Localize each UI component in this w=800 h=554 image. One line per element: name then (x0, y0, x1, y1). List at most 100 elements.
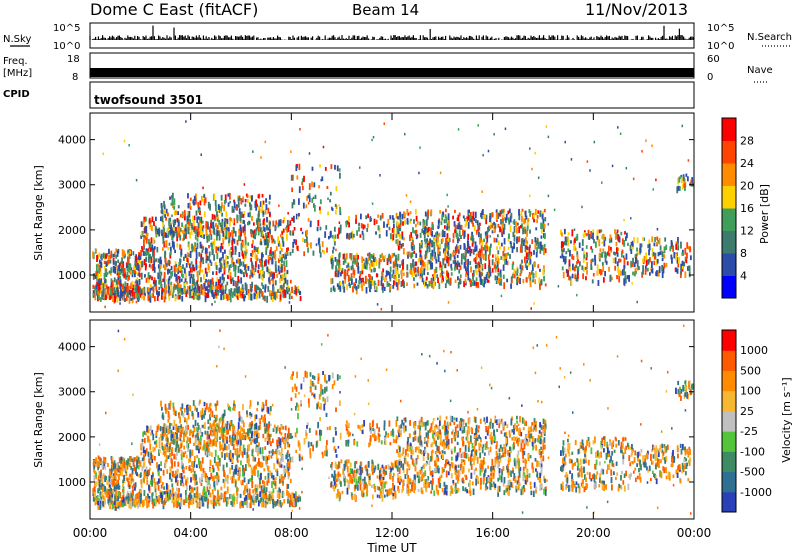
echo-cell (242, 490, 245, 496)
echo-cell (412, 239, 414, 243)
echo-cell (397, 230, 400, 234)
echo-cell (151, 479, 153, 487)
echo-cell (232, 443, 235, 450)
echo-cell (239, 290, 242, 296)
echo-cell (163, 290, 166, 297)
nsearch-tick-bottom: 10^0 (707, 41, 734, 52)
echo-cell (565, 238, 568, 246)
echo-cell (400, 243, 403, 249)
echo-cell (426, 284, 429, 289)
echo-cell (248, 488, 251, 495)
echo-cell (183, 452, 185, 458)
echo-cell (402, 211, 405, 218)
echo-cell (502, 212, 505, 219)
echo-cell (257, 450, 260, 456)
echo-cell (481, 272, 483, 276)
echo-cell (576, 251, 579, 257)
echo-cell (142, 431, 145, 438)
echo-cell (264, 140, 267, 144)
echo-cell (159, 265, 162, 269)
echo-cell (663, 262, 666, 269)
echo-cell (209, 203, 211, 211)
echo-cell (623, 240, 626, 247)
echo-cell (214, 286, 217, 290)
echo-cell (144, 236, 147, 240)
echo-cell (96, 270, 99, 275)
echo-cell (290, 174, 293, 181)
echo-cell (569, 249, 571, 257)
echo-cell (582, 266, 585, 272)
echo-cell (264, 475, 267, 480)
echo-cell (329, 231, 332, 239)
echo-cell (601, 181, 603, 184)
echo-cell (243, 477, 246, 483)
echo-cell (120, 463, 122, 468)
echo-cell (536, 219, 539, 224)
echo-cell (416, 272, 418, 277)
colorbar-tick-label: 24 (740, 157, 754, 170)
echo-cell (535, 252, 538, 258)
echo-cell (139, 293, 142, 298)
echo-cell (272, 428, 275, 433)
echo-cell (123, 475, 125, 481)
echo-cell (243, 467, 246, 475)
echo-cell (627, 242, 629, 246)
echo-cell (183, 225, 185, 229)
echo-cell (475, 229, 478, 235)
echo-cell (148, 458, 151, 463)
echo-cell (241, 427, 244, 432)
echo-cell (459, 244, 462, 250)
echo-cell (102, 456, 105, 464)
echo-cell (358, 275, 361, 281)
echo-cell (93, 486, 96, 492)
echo-cell (533, 262, 535, 268)
nsky-label: N.Sky (3, 34, 31, 45)
echo-cell (254, 484, 257, 488)
echo-cell (237, 258, 240, 264)
echo-cell (99, 297, 102, 302)
echo-cell (524, 210, 527, 218)
echo-cell (370, 254, 373, 259)
echo-cell (169, 489, 172, 496)
echo-cell (257, 205, 260, 209)
echo-cell (445, 255, 448, 263)
echo-cell (634, 257, 637, 264)
echo-cell (287, 427, 290, 435)
echo-cell (624, 271, 627, 278)
echo-cell (189, 231, 192, 239)
freq-strip-frame (89, 52, 695, 79)
echo-cell (577, 258, 579, 264)
echo-cell (616, 252, 619, 257)
echo-cell (387, 259, 389, 263)
echo-cell (225, 462, 228, 468)
echo-cell (180, 288, 183, 292)
echo-cell (253, 232, 255, 239)
echo-cell (598, 252, 601, 260)
echo-cell (512, 231, 515, 238)
echo-cell (493, 226, 496, 233)
echo-cell (584, 266, 587, 271)
echo-cell (194, 435, 197, 439)
echo-cell (178, 281, 181, 289)
echo-cell (365, 257, 368, 265)
echo-cell (265, 204, 268, 210)
echo-cell (324, 231, 327, 238)
echo-cell (291, 286, 293, 294)
nave-tick-bottom: 0 (707, 72, 713, 83)
echo-cell (237, 287, 240, 294)
echo-cell (543, 223, 546, 229)
echo-cell (410, 252, 413, 259)
echo-cell (112, 295, 114, 302)
echo-cell (108, 270, 111, 274)
echo-cell (143, 258, 146, 266)
echo-cell (415, 274, 417, 278)
echo-cell (586, 253, 588, 258)
echo-cell (267, 227, 270, 231)
echo-cell (423, 268, 426, 276)
echo-cell (116, 273, 119, 276)
echo-cell (565, 251, 568, 255)
echo-cell (267, 478, 270, 483)
echo-cell (147, 428, 150, 434)
echo-cell (396, 263, 399, 268)
echo-cell (148, 242, 151, 249)
